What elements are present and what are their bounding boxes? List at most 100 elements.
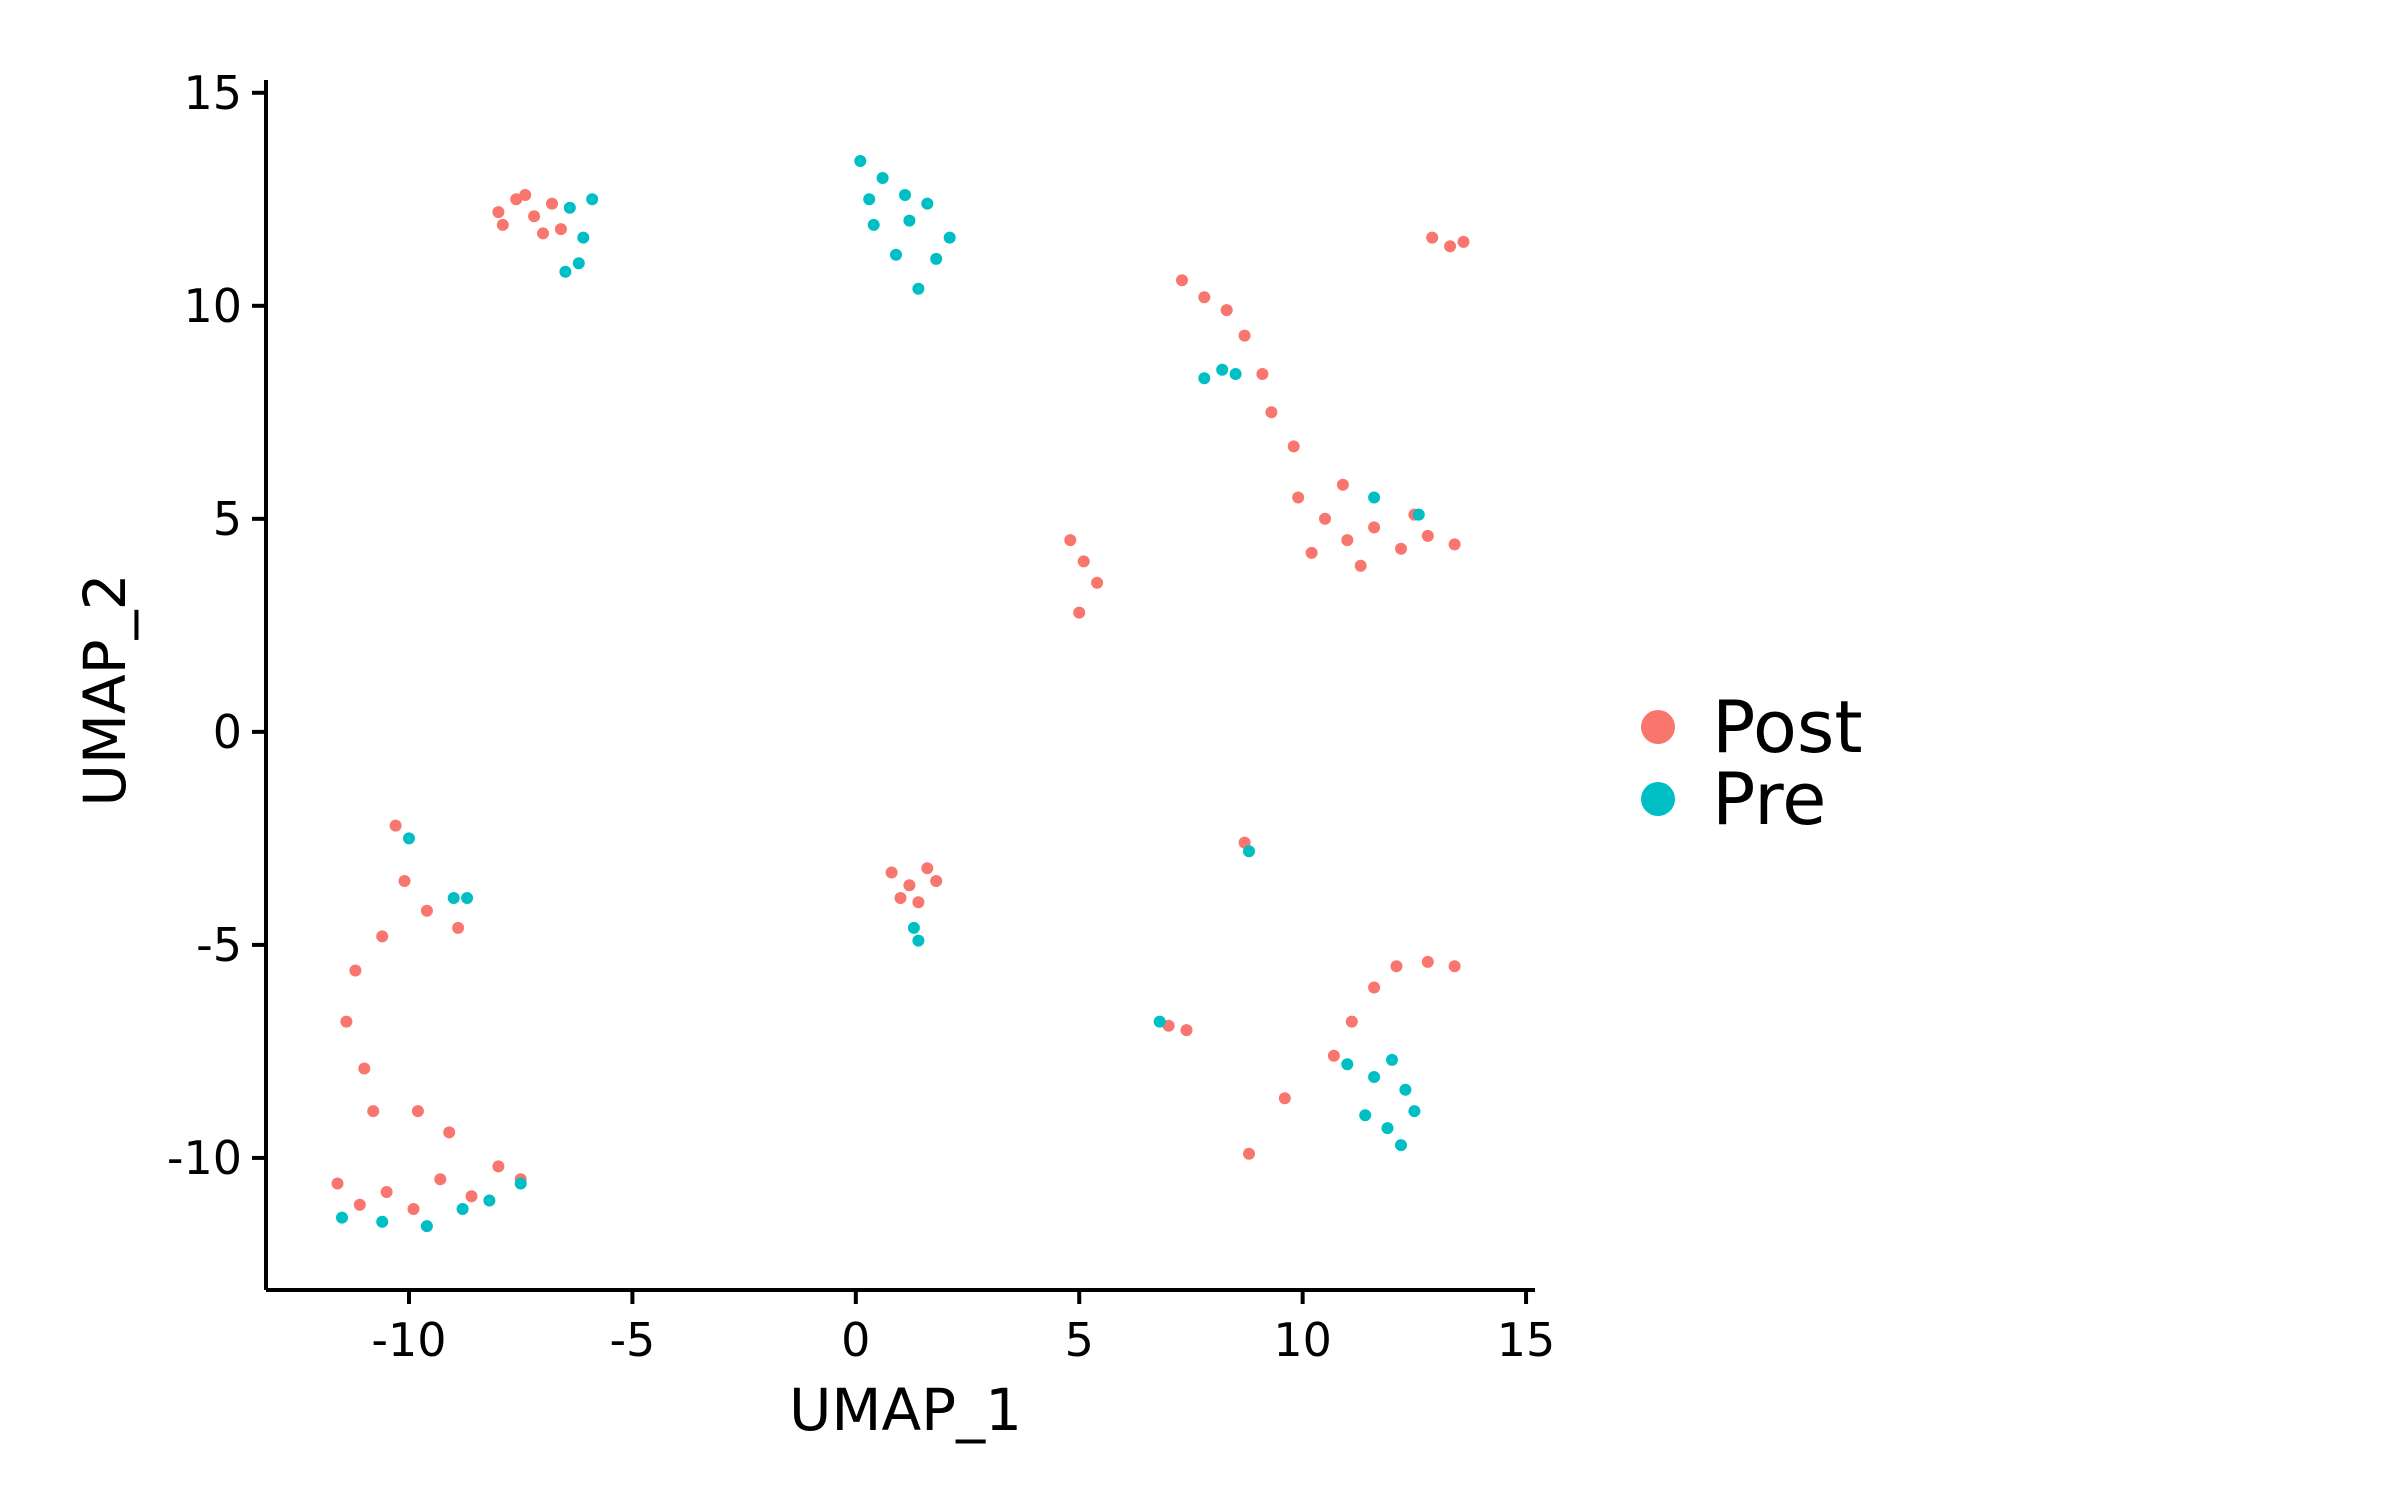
point-pre <box>1381 1122 1394 1135</box>
point-post <box>1336 478 1349 491</box>
point-pre <box>1399 1083 1412 1096</box>
point-post <box>519 189 532 201</box>
point-pre <box>572 257 585 270</box>
point-pre <box>403 832 415 845</box>
point-post <box>465 1190 478 1203</box>
point-pre <box>563 201 576 214</box>
point-pre <box>376 1215 389 1228</box>
point-post <box>443 1126 456 1139</box>
point-post <box>1421 529 1434 542</box>
legend-swatch-post <box>1641 710 1675 744</box>
point-post <box>1073 606 1086 619</box>
point-pre <box>577 231 590 244</box>
point-post <box>1091 576 1104 589</box>
point-post <box>380 1186 393 1198</box>
point-pre <box>890 248 902 261</box>
point-post <box>1292 491 1305 504</box>
point-pre <box>921 197 934 210</box>
x-tick-label: 5 <box>1065 1313 1094 1367</box>
x-tick-label: -10 <box>371 1313 446 1367</box>
y-tick-label: 15 <box>183 66 242 120</box>
y-tick-label: 5 <box>213 492 242 546</box>
point-post <box>496 218 509 231</box>
point-post <box>434 1173 447 1186</box>
points-layer <box>331 155 1470 1233</box>
legend-label-post: Post <box>1712 685 1863 769</box>
point-post <box>358 1062 371 1075</box>
point-post <box>1162 1019 1175 1032</box>
point-post <box>1327 1049 1340 1062</box>
point-pre <box>854 155 867 167</box>
point-pre <box>483 1194 496 1207</box>
point-post <box>894 892 907 904</box>
point-post <box>1198 291 1211 304</box>
point-post <box>1457 235 1470 248</box>
point-pre <box>1341 1058 1354 1071</box>
point-post <box>367 1105 380 1118</box>
point-pre <box>912 934 925 947</box>
point-post <box>1368 521 1381 534</box>
point-post <box>903 879 916 892</box>
point-post <box>1220 304 1233 317</box>
point-pre <box>930 252 943 265</box>
point-post <box>376 930 389 943</box>
point-post <box>1345 1015 1358 1028</box>
y-tick-label: -10 <box>167 1131 242 1185</box>
legend-label-pre: Pre <box>1712 757 1826 841</box>
point-post <box>554 223 567 236</box>
point-pre <box>943 231 956 244</box>
point-pre <box>899 189 911 201</box>
point-post <box>1341 534 1354 547</box>
point-post <box>1395 542 1407 555</box>
point-post <box>1444 240 1457 253</box>
point-pre <box>336 1211 348 1224</box>
x-axis-title: UMAP_1 <box>789 1376 1022 1444</box>
point-post <box>398 875 411 887</box>
point-post <box>1180 1024 1193 1037</box>
point-pre <box>876 172 889 184</box>
point-pre <box>1412 508 1425 521</box>
point-post <box>546 197 558 210</box>
y-axis-title: UMAP_2 <box>71 573 139 806</box>
point-post <box>1421 955 1434 968</box>
x-tick-label: 0 <box>841 1313 870 1367</box>
point-post <box>1426 231 1439 244</box>
point-post <box>1287 440 1300 453</box>
point-post <box>1265 406 1278 419</box>
point-post <box>885 866 898 879</box>
point-post <box>1278 1092 1291 1105</box>
point-post <box>1448 538 1461 551</box>
point-pre <box>586 193 599 206</box>
point-post <box>1064 534 1077 547</box>
point-pre <box>1368 491 1381 504</box>
point-pre <box>514 1177 527 1190</box>
point-post <box>921 862 934 875</box>
point-pre <box>1408 1105 1421 1118</box>
point-post <box>492 1160 505 1173</box>
point-pre <box>420 1220 433 1233</box>
point-post <box>492 206 505 219</box>
point-pre <box>907 921 920 934</box>
point-pre <box>1395 1139 1407 1152</box>
point-pre <box>863 193 876 206</box>
point-post <box>1390 960 1403 973</box>
point-post <box>528 210 541 223</box>
point-pre <box>1153 1015 1166 1028</box>
point-post <box>912 896 925 909</box>
x-tick-label: 10 <box>1273 1313 1332 1367</box>
x-tick-label: -5 <box>609 1313 655 1367</box>
point-pre <box>1386 1053 1398 1066</box>
point-post <box>389 819 402 832</box>
point-post <box>1176 274 1188 287</box>
point-pre <box>461 892 474 904</box>
series-pre <box>336 155 1425 1233</box>
point-post <box>1238 329 1251 342</box>
point-post <box>331 1177 344 1190</box>
point-pre <box>1368 1071 1381 1083</box>
point-post <box>452 921 465 934</box>
y-tick-label: 0 <box>213 705 242 759</box>
point-pre <box>1359 1109 1372 1122</box>
series-post <box>331 189 1470 1215</box>
x-tick-label: 15 <box>1497 1313 1556 1367</box>
